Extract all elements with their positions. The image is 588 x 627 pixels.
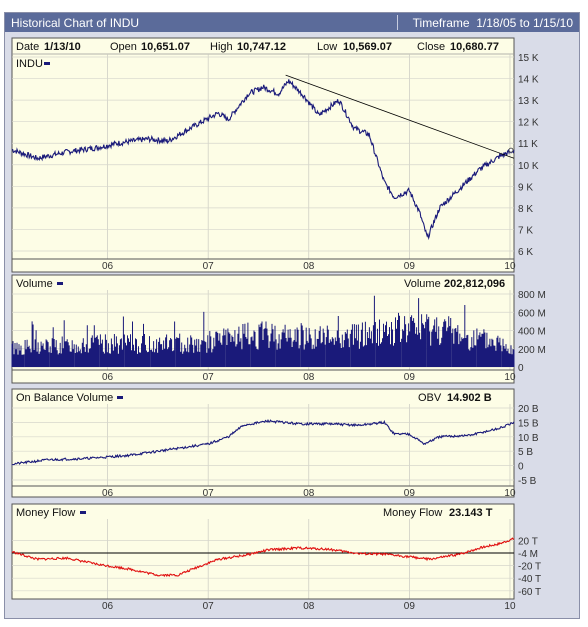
volume-bars: [11, 295, 515, 367]
money-flow-x-tick-0: 06: [102, 601, 114, 612]
low-label: Low: [317, 41, 337, 53]
timeframe-info: Timeframe 1/18/05 to 1/15/10: [413, 16, 573, 30]
high-value: 10,747.12: [237, 41, 286, 53]
volume-x-tick-0: 06: [102, 372, 114, 383]
price-y-tick-6: 12 K: [518, 118, 539, 129]
obv-y-tick-2: 5 B: [518, 447, 533, 458]
price-y-tick-2: 8 K: [518, 204, 533, 215]
volume-x-tick-1: 07: [203, 372, 215, 383]
price-y-tick-5: 11 K: [518, 139, 538, 150]
price-y-tick-7: 13 K: [518, 96, 539, 107]
date-value: 1/13/10: [44, 41, 81, 53]
close-label: Close: [417, 41, 445, 53]
money-flow-y-tick-1: -40 T: [518, 574, 541, 585]
volume-y-tick-0: 0: [518, 363, 524, 374]
price-trendline: [285, 74, 515, 159]
low-value: 10,569.07: [343, 41, 392, 53]
obv-value-label: OBV: [418, 392, 442, 404]
price-y-tick-8: 14 K: [518, 75, 539, 86]
price-y-tick-3: 9 K: [518, 182, 533, 193]
price-y-tick-0: 6 K: [518, 247, 533, 258]
obv-y-tick-5: 20 B: [518, 404, 539, 415]
high-label: High: [210, 41, 233, 53]
obv-x-tick-2: 08: [303, 488, 315, 499]
close-value: 10,680.77: [450, 41, 499, 53]
chart-window-title: Historical Chart of INDU: [11, 16, 140, 30]
volume-x-tick-2: 08: [303, 372, 315, 383]
money-flow-value: 23.143 T: [449, 507, 493, 519]
money-flow-y-tick-3: -4 M: [518, 549, 538, 560]
money-flow-line: [11, 537, 515, 578]
obv-legend-swatch: [117, 396, 123, 399]
money-flow-x-tick-3: 09: [404, 601, 416, 612]
price-x-tick-1: 07: [203, 261, 215, 272]
volume-y-tick-2: 400 M: [518, 327, 546, 338]
price-line: [11, 79, 515, 241]
title-separator: [397, 15, 398, 30]
price-last-marker: [508, 147, 514, 153]
money-flow-y-tick-2: -20 T: [518, 562, 541, 573]
obv-y-tick-3: 10 B: [518, 433, 539, 444]
price-y-tick-1: 7 K: [518, 225, 533, 236]
price-x-tick-4: 10: [504, 261, 516, 272]
price-y-tick-9: 15 K: [518, 53, 539, 64]
money-flow-legend-swatch: [80, 511, 86, 514]
money-flow-x-tick-4: 10: [504, 601, 516, 612]
price-x-tick-0: 06: [102, 261, 114, 272]
volume-y-tick-3: 600 M: [518, 308, 546, 319]
timeframe-value: 1/18/05 to 1/15/10: [476, 16, 573, 30]
obv-y-tick-4: 15 B: [518, 418, 539, 429]
volume-y-tick-1: 200 M: [518, 345, 546, 356]
volume-legend-swatch: [57, 282, 63, 285]
price-panel: [11, 37, 515, 273]
timeframe-label: Timeframe: [412, 16, 470, 30]
money-flow-title: Money Flow: [16, 507, 75, 519]
title-bar: Historical Chart of INDU Timeframe 1/18/…: [5, 13, 579, 32]
obv-y-tick-0: -5 B: [518, 476, 537, 487]
obv-panel: [11, 388, 515, 498]
date-label: Date: [16, 41, 39, 53]
obv-x-tick-1: 07: [203, 488, 215, 499]
obv-value: 14.902 B: [447, 392, 492, 404]
volume-x-tick-3: 09: [404, 372, 416, 383]
obv-x-tick-0: 06: [102, 488, 114, 499]
volume-value-label: Volume: [404, 278, 441, 290]
open-label: Open: [110, 41, 137, 53]
obv-title: On Balance Volume: [16, 392, 113, 404]
money-flow-x-tick-2: 08: [303, 601, 315, 612]
price-legend-swatch: [44, 62, 50, 65]
price-y-tick-4: 10 K: [518, 161, 539, 172]
money-flow-value-label: Money Flow: [383, 507, 442, 519]
price-x-tick-3: 09: [404, 261, 416, 272]
obv-line: [11, 418, 515, 466]
volume-x-tick-4: 10: [504, 372, 516, 383]
volume-title: Volume: [16, 278, 53, 290]
price-x-tick-2: 08: [303, 261, 315, 272]
money-flow-x-tick-1: 07: [203, 601, 215, 612]
money-flow-y-tick-0: -60 T: [518, 587, 541, 598]
price-series-name: INDU: [16, 58, 43, 70]
obv-x-tick-3: 09: [404, 488, 416, 499]
money-flow-y-tick-4: 20 T: [518, 536, 538, 547]
volume-value: 202,812,096: [444, 278, 505, 290]
obv-x-tick-4: 10: [504, 488, 516, 499]
volume-y-tick-4: 800 M: [518, 290, 546, 301]
open-value: 10,651.07: [141, 41, 190, 53]
obv-y-tick-1: 0: [518, 462, 524, 473]
